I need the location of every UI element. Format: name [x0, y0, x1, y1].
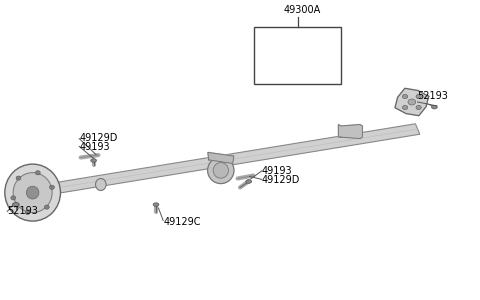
- Ellipse shape: [96, 178, 106, 190]
- Text: 52193: 52193: [7, 206, 38, 217]
- Circle shape: [91, 159, 96, 162]
- Ellipse shape: [49, 185, 54, 189]
- Ellipse shape: [5, 164, 60, 221]
- Ellipse shape: [416, 105, 421, 110]
- Ellipse shape: [402, 94, 408, 99]
- Ellipse shape: [408, 99, 416, 105]
- Ellipse shape: [213, 163, 228, 178]
- Ellipse shape: [25, 210, 30, 214]
- Bar: [254, 27, 341, 84]
- Ellipse shape: [13, 172, 52, 212]
- Ellipse shape: [416, 94, 421, 99]
- Text: 49193: 49193: [262, 166, 292, 176]
- Polygon shape: [395, 88, 429, 116]
- Ellipse shape: [208, 157, 234, 184]
- Circle shape: [12, 202, 19, 207]
- Polygon shape: [208, 152, 234, 164]
- Ellipse shape: [36, 171, 40, 175]
- Circle shape: [153, 203, 159, 206]
- Ellipse shape: [402, 105, 408, 110]
- Text: 49300A: 49300A: [284, 5, 321, 15]
- Ellipse shape: [26, 186, 39, 199]
- Ellipse shape: [11, 196, 16, 200]
- Ellipse shape: [16, 176, 21, 180]
- Ellipse shape: [45, 205, 49, 209]
- Circle shape: [246, 180, 252, 183]
- Circle shape: [432, 105, 437, 109]
- Polygon shape: [338, 124, 362, 139]
- Text: 49129C: 49129C: [163, 217, 201, 227]
- Text: 49129D: 49129D: [79, 133, 118, 143]
- Text: 52193: 52193: [418, 91, 448, 101]
- Text: 49193: 49193: [79, 142, 110, 152]
- Polygon shape: [24, 124, 420, 198]
- Text: 49129D: 49129D: [262, 175, 300, 185]
